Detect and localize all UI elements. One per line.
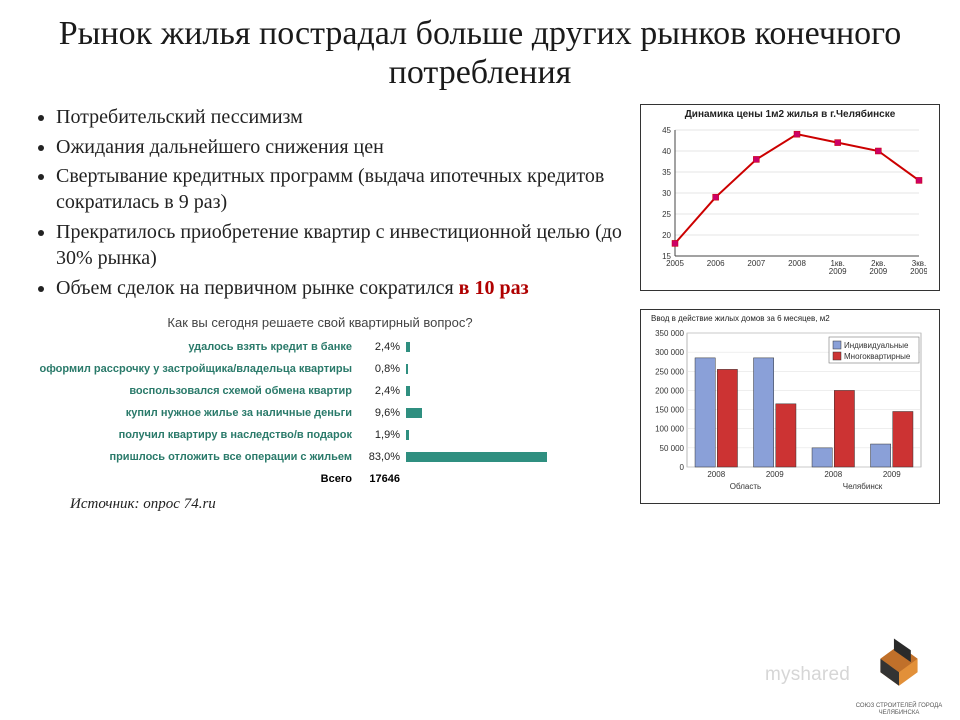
survey-row: купил нужное жилье за наличные деньги9,6… — [30, 402, 610, 424]
survey-row-label: удалось взять кредит в банке — [30, 341, 360, 353]
line-chart-svg: 1520253035404520052006200720081кв.20092к… — [647, 124, 927, 284]
svg-text:Многоквартирные: Многоквартирные — [844, 352, 911, 361]
svg-text:2009: 2009 — [766, 470, 784, 479]
survey-bar — [406, 408, 422, 418]
survey-bar-cell — [406, 385, 610, 397]
survey-row-label: пришлось отложить все операции с жильем — [30, 451, 360, 463]
svg-text:0: 0 — [680, 463, 685, 472]
source-caption: Источник: опрос 74.ru — [30, 496, 630, 513]
bar-chart-svg: 0 50 000 100 000 150 000 200 000 250 000 300 0… — [647, 327, 927, 497]
survey-bar-cell — [406, 363, 610, 375]
svg-text:2009: 2009 — [910, 267, 927, 276]
survey-bar — [406, 364, 408, 374]
svg-text:2009: 2009 — [829, 267, 847, 276]
bullet-text: Объем сделок на первичном рынке сократил… — [56, 277, 459, 299]
survey-bar-cell — [406, 341, 610, 353]
svg-text:2006: 2006 — [707, 259, 725, 268]
logo-caption: СОЮЗ СТРОИТЕЛЕЙ ГОРОДА ЧЕЛЯБИНСКА — [852, 703, 946, 716]
survey-row-pct: 83,0% — [360, 451, 406, 463]
svg-text:50 000: 50 000 — [660, 444, 685, 453]
survey-row-label: купил нужное жилье за наличные деньги — [30, 407, 360, 419]
survey-bar — [406, 452, 547, 462]
svg-text:150 000: 150 000 — [655, 406, 684, 415]
survey-total-label: Всего — [30, 473, 360, 485]
survey-title: Как вы сегодня решаете свой квартирный в… — [30, 315, 610, 330]
survey-row-label: получил квартиру в наследство/в подарок — [30, 429, 360, 441]
logo — [856, 630, 942, 706]
bullet-item: Свертывание кредитных программ (выдача и… — [56, 163, 630, 216]
svg-text:2008: 2008 — [707, 470, 725, 479]
svg-text:250 000: 250 000 — [655, 367, 684, 376]
survey-bar-cell — [406, 451, 610, 463]
bullet-item: Прекратилось приобретение квартир с инве… — [56, 219, 630, 272]
bar-chart: Ввод в действие жилых домов за 6 месяцев… — [640, 309, 940, 504]
survey-row-pct: 2,4% — [360, 385, 406, 397]
survey-bar — [406, 342, 410, 352]
line-chart: Динамика цены 1м2 жилья в г.Челябинске 1… — [640, 104, 940, 291]
svg-text:Индивидуальные: Индивидуальные — [844, 341, 909, 350]
survey-bar-cell — [406, 429, 610, 441]
survey-row-pct: 0,8% — [360, 363, 406, 375]
survey-row-label: оформил рассрочку у застройщика/владельц… — [30, 363, 360, 375]
right-column: Динамика цены 1м2 жилья в г.Челябинске 1… — [640, 104, 940, 513]
svg-text:Челябинск: Челябинск — [843, 482, 883, 491]
survey-row-pct: 9,6% — [360, 407, 406, 419]
bullet-item: Ожидания дальнейшего снижения цен — [56, 134, 630, 160]
svg-text:100 000: 100 000 — [655, 425, 684, 434]
slide-title: Рынок жилья пострадал больше других рынк… — [0, 0, 960, 100]
svg-text:300 000: 300 000 — [655, 348, 684, 357]
watermark: myshared — [765, 664, 850, 686]
svg-text:35: 35 — [662, 168, 671, 177]
bullet-item: Объем сделок на первичном рынке сократил… — [56, 275, 630, 301]
svg-text:30: 30 — [662, 189, 671, 198]
survey-row-label: воспользовался схемой обмена квартир — [30, 385, 360, 397]
svg-text:2007: 2007 — [747, 259, 765, 268]
survey-bar — [406, 386, 410, 396]
svg-text:45: 45 — [662, 126, 671, 135]
survey-chart: Как вы сегодня решаете свой квартирный в… — [30, 315, 610, 490]
survey-row: получил квартиру в наследство/в подарок1… — [30, 424, 610, 446]
svg-text:350 000: 350 000 — [655, 329, 684, 338]
bullet-item: Потребительский пессимизм — [56, 104, 630, 130]
content-area: Потребительский пессимизм Ожидания дальн… — [0, 100, 960, 513]
survey-total-row: Всего 17646 — [30, 468, 610, 490]
svg-text:Область: Область — [730, 482, 761, 491]
survey-bar-cell — [406, 407, 610, 419]
survey-row-pct: 2,4% — [360, 341, 406, 353]
survey-total-value: 17646 — [360, 473, 406, 485]
bar-chart-title: Ввод в действие жилых домов за 6 месяцев… — [647, 314, 933, 323]
line-chart-title: Динамика цены 1м2 жилья в г.Челябинске — [647, 109, 933, 120]
left-column: Потребительский пессимизм Ожидания дальн… — [30, 104, 640, 513]
survey-row-pct: 1,9% — [360, 429, 406, 441]
bullet-emphasis: в 10 раз — [459, 277, 529, 299]
survey-row: пришлось отложить все операции с жильем8… — [30, 446, 610, 468]
survey-row: воспользовался схемой обмена квартир2,4% — [30, 380, 610, 402]
svg-text:40: 40 — [662, 147, 671, 156]
svg-text:2008: 2008 — [824, 470, 842, 479]
svg-text:2008: 2008 — [788, 259, 806, 268]
svg-text:200 000: 200 000 — [655, 387, 684, 396]
survey-bar — [406, 430, 409, 440]
bullet-list: Потребительский пессимизм Ожидания дальн… — [30, 104, 630, 301]
svg-text:20: 20 — [662, 231, 671, 240]
survey-row: удалось взять кредит в банке2,4% — [30, 336, 610, 358]
svg-text:25: 25 — [662, 210, 671, 219]
svg-text:2009: 2009 — [883, 470, 901, 479]
svg-text:2005: 2005 — [666, 259, 684, 268]
survey-row: оформил рассрочку у застройщика/владельц… — [30, 358, 610, 380]
svg-text:2009: 2009 — [869, 267, 887, 276]
